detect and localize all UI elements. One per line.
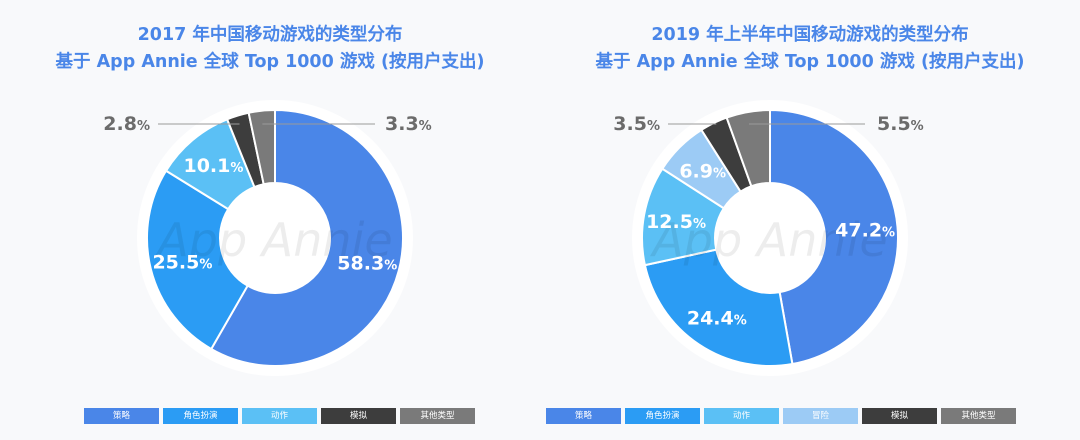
legend-item-其他类型: 其他类型 [941, 408, 1016, 424]
data-label: 24.4% [687, 307, 747, 329]
chart-2019h1: 2019 年上半年中国移动游戏的类型分布 基于 App Annie 全球 Top… [540, 0, 1080, 440]
data-label: 6.9% [679, 160, 726, 182]
data-label: 47.2% [835, 220, 895, 242]
legend-item-模拟: 模拟 [321, 408, 396, 424]
data-label: 3.3% [385, 113, 432, 135]
chart-title: 2017 年中国移动游戏的类型分布 基于 App Annie 全球 Top 10… [0, 22, 540, 76]
donut-hole [716, 184, 824, 292]
legend-item-模拟: 模拟 [862, 408, 937, 424]
pie-slice-其他类型 [247, 108, 276, 186]
legend-item-策略: 策略 [84, 408, 159, 424]
pie-slice-策略 [769, 108, 899, 366]
legend: 策略 角色扮演 动作 模拟 其他类型 [84, 408, 479, 424]
legend: 策略 角色扮演 动作 冒险 模拟 其他类型 [546, 408, 1020, 424]
data-label: 2.8% [103, 113, 150, 135]
chart-title-line1: 2019 年上半年中国移动游戏的类型分布 [651, 25, 969, 45]
legend-item-动作: 动作 [704, 408, 779, 424]
pie-slice-策略 [209, 108, 404, 367]
legend-item-其他类型: 其他类型 [400, 408, 475, 424]
chart-subtitle: 基于 App Annie 全球 Top 1000 游戏 (按用户支出) [55, 52, 485, 72]
chart-title: 2019 年上半年中国移动游戏的类型分布 基于 App Annie 全球 Top… [540, 22, 1080, 76]
data-label: 12.5% [646, 211, 706, 233]
chart-title-line1: 2017 年中国移动游戏的类型分布 [137, 25, 403, 45]
chart-2017: 2017 年中国移动游戏的类型分布 基于 App Annie 全球 Top 10… [0, 22, 540, 424]
legend-item-策略: 策略 [546, 408, 621, 424]
data-label: 10.1% [183, 155, 243, 177]
legend-item-冒险: 冒险 [783, 408, 858, 424]
chart-subtitle: 基于 App Annie 全球 Top 1000 游戏 (按用户支出) [595, 52, 1025, 72]
watermark-text: App Annie [649, 213, 887, 267]
donut-hole [221, 184, 329, 292]
data-label: 5.5% [877, 113, 924, 135]
data-label: 58.3% [337, 253, 397, 275]
legend-item-角色扮演: 角色扮演 [163, 408, 238, 424]
data-label: 25.5% [152, 251, 212, 273]
pie-slice-角色扮演 [643, 248, 794, 367]
pie-slice-其他类型 [725, 108, 771, 188]
data-label: 3.5% [613, 113, 660, 135]
legend-item-动作: 动作 [242, 408, 317, 424]
pie-slice-角色扮演 [146, 169, 249, 351]
legend-item-角色扮演: 角色扮演 [625, 408, 700, 424]
watermark-text: App Annie [154, 213, 392, 267]
